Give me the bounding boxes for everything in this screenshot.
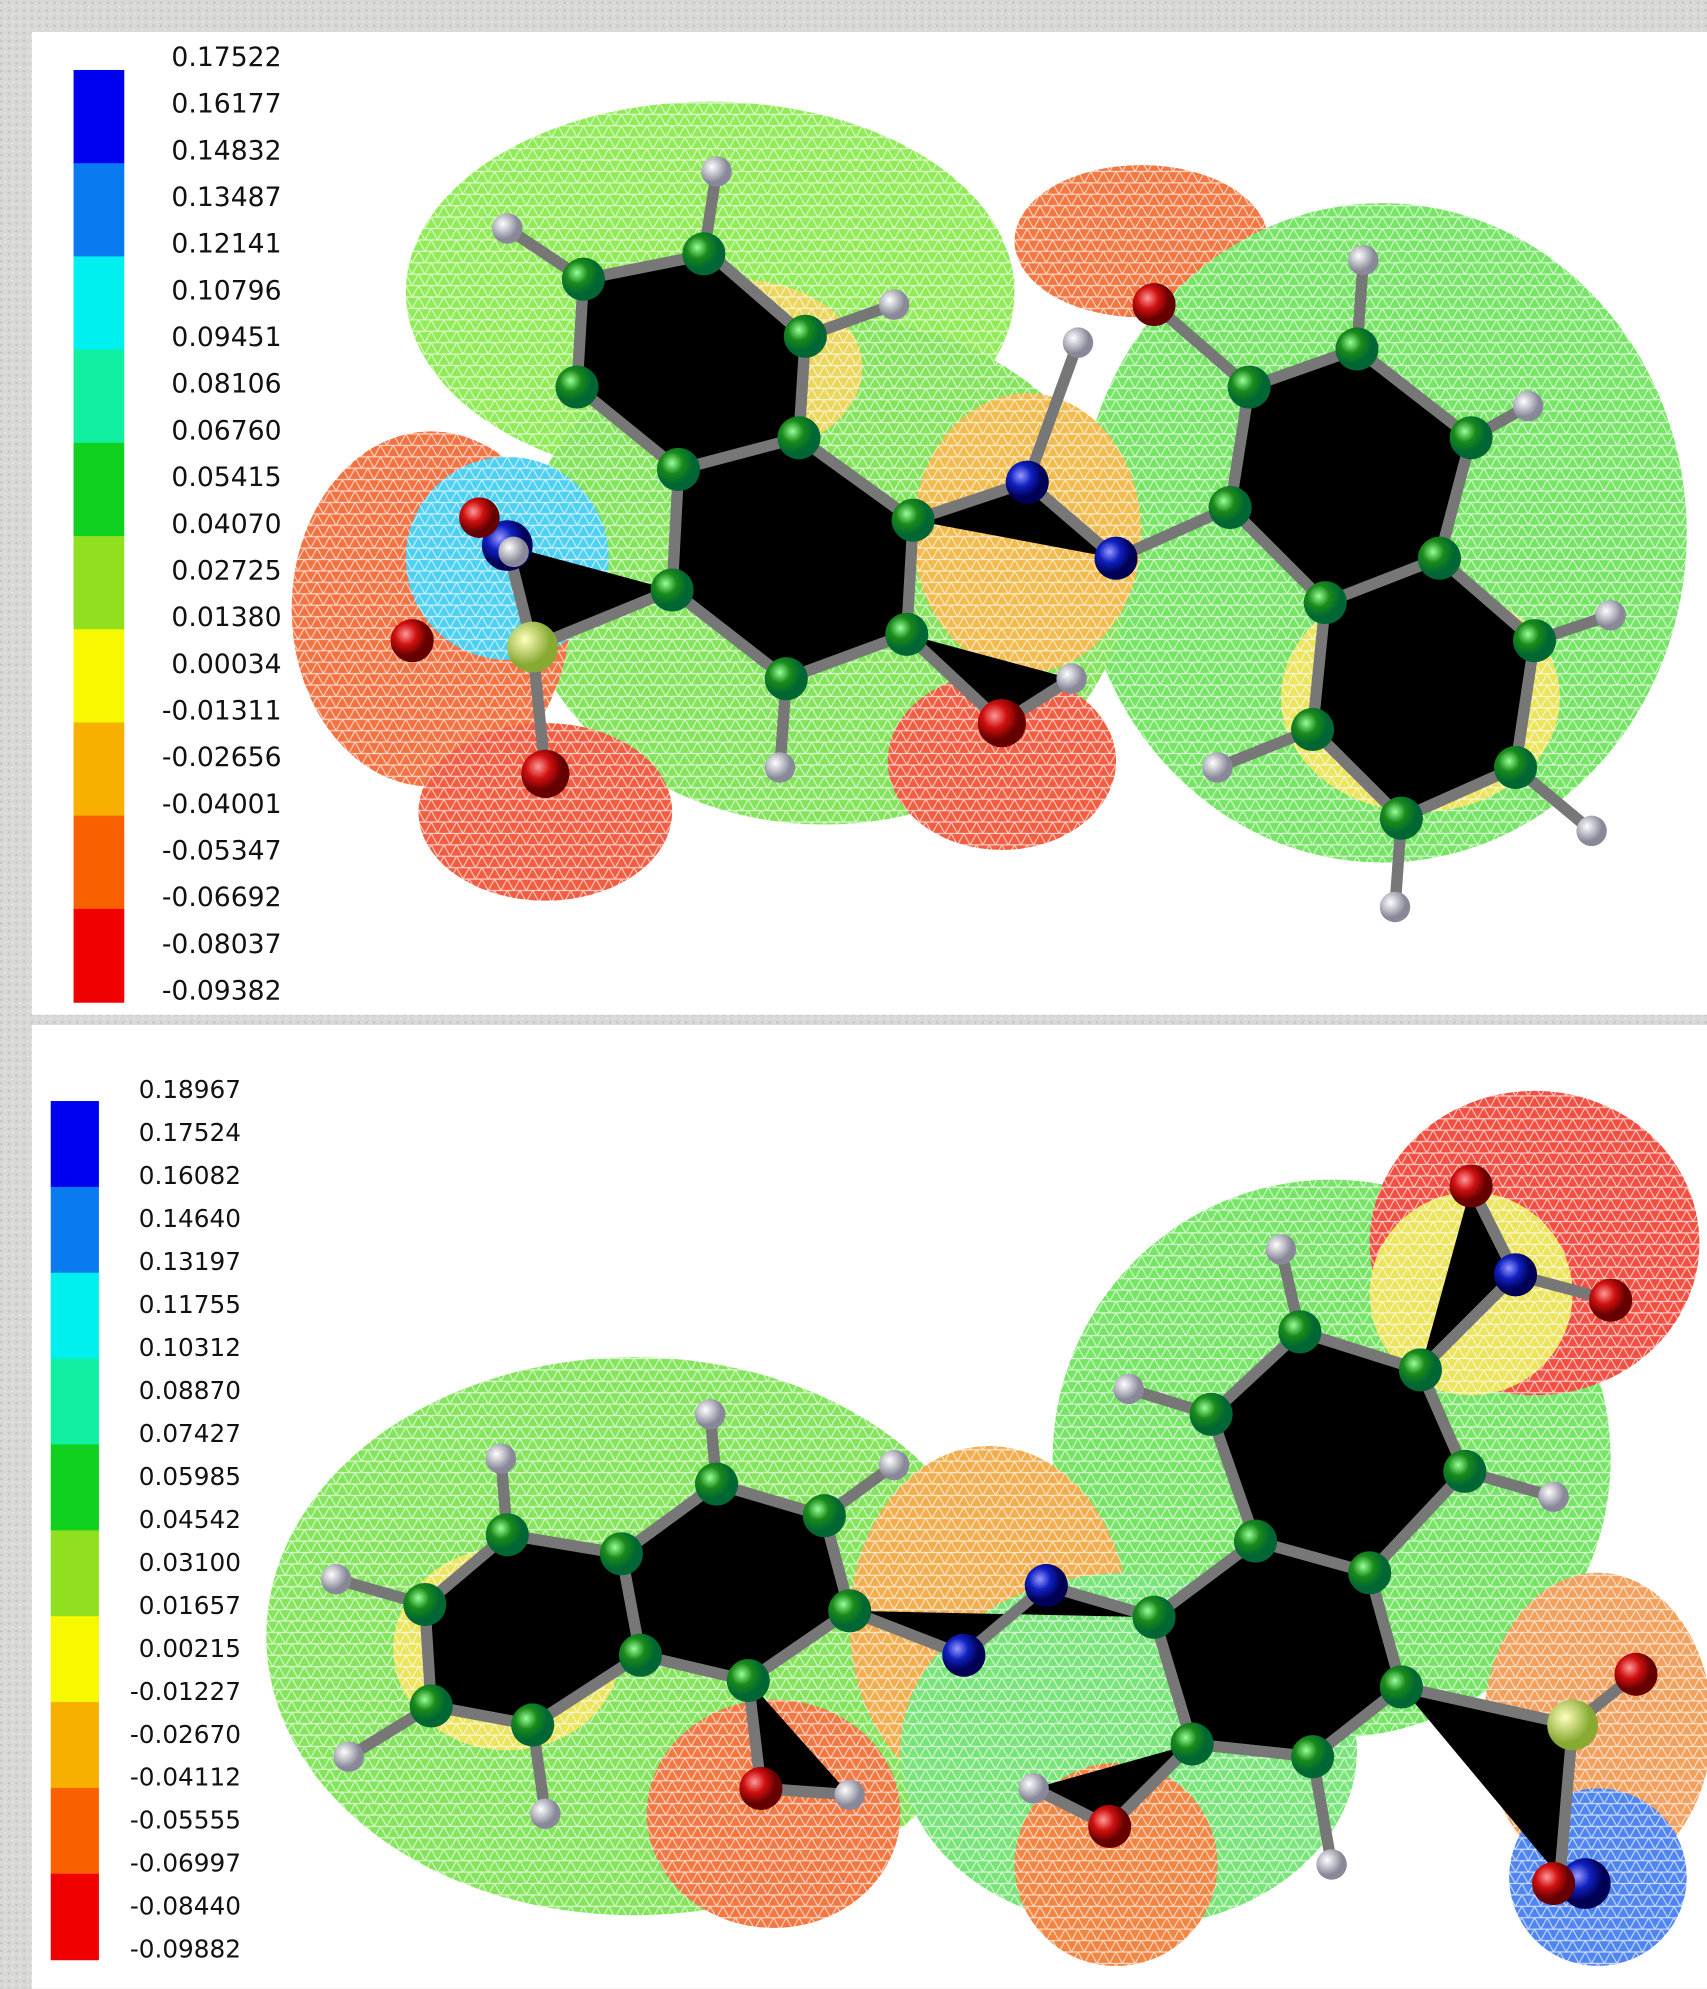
scale-label: 0.08870 (139, 1376, 241, 1405)
color-scale (51, 1101, 99, 1960)
scale-label: 0.12141 (171, 229, 281, 260)
scale-label: -0.04112 (130, 1763, 241, 1792)
color-band (51, 1530, 99, 1616)
scale-label: -0.08037 (162, 929, 282, 960)
color-band (74, 256, 125, 350)
figure: 0.17522 0.16177 0.14832 0.13487 0.12141 0.107… (0, 0, 1707, 1989)
color-band (51, 1273, 99, 1359)
scale-label: 0.04070 (171, 509, 281, 540)
color-band (51, 1702, 99, 1788)
color-band (74, 722, 125, 816)
scale-label: -0.01311 (162, 695, 282, 726)
scale-label: -0.06997 (130, 1849, 241, 1878)
panel-2: 0.18967 0.17524 0.16082 0.14640 0.13197 0.117… (32, 1025, 1707, 1989)
scale-label: 0.07427 (139, 1419, 241, 1448)
color-scale-labels: 0.17522 0.16177 0.14832 0.13487 0.12141 0.107… (162, 42, 282, 1006)
color-band (74, 163, 125, 257)
color-band (51, 1187, 99, 1273)
color-band (51, 1359, 99, 1445)
scale-label: -0.02670 (130, 1720, 241, 1749)
scale-label: -0.09882 (130, 1935, 241, 1964)
scale-label: 0.10312 (139, 1333, 241, 1362)
color-band (51, 1616, 99, 1702)
color-band (74, 816, 125, 910)
color-band (74, 536, 125, 630)
scale-label: 0.10796 (171, 275, 281, 306)
scale-label: 0.04542 (139, 1505, 241, 1534)
color-band (51, 1874, 99, 1960)
scale-label: -0.04001 (162, 789, 282, 820)
scale-label: 0.01380 (171, 602, 281, 633)
color-band (74, 629, 125, 723)
scale-label: 0.18967 (139, 1075, 241, 1104)
page: {"panels": [ {"scale_labels": ["0.17522"… (0, 0, 1707, 1989)
color-band (51, 1101, 99, 1187)
scale-label: -0.01227 (130, 1677, 241, 1706)
scale-label: 0.13197 (139, 1247, 241, 1276)
scale-label: 0.14832 (171, 135, 281, 166)
scale-label: -0.06692 (162, 882, 282, 913)
scale-label: 0.17522 (171, 42, 281, 73)
color-band (74, 70, 125, 164)
scale-label: 0.00215 (139, 1634, 241, 1663)
scale-label: 0.02725 (171, 555, 281, 586)
scale-label: 0.17524 (139, 1118, 241, 1147)
color-band (74, 350, 125, 444)
scale-label: 0.03100 (139, 1548, 241, 1577)
scale-label: 0.16082 (139, 1161, 241, 1190)
scale-label: -0.09382 (162, 975, 282, 1006)
color-band (74, 443, 125, 537)
scale-label: 0.16177 (171, 89, 281, 120)
scale-label: 0.14640 (139, 1204, 241, 1233)
scale-label: 0.00034 (171, 649, 281, 680)
scale-label: 0.09451 (171, 322, 281, 353)
color-band (51, 1788, 99, 1874)
color-scale-labels: 0.18967 0.17524 0.16082 0.14640 0.13197 0.117… (130, 1075, 241, 1964)
scale-label: -0.05347 (162, 835, 282, 866)
color-band (51, 1444, 99, 1530)
panel-1: 0.17522 0.16177 0.14832 0.13487 0.12141 0.107… (32, 32, 1707, 1015)
scale-label: 0.05415 (171, 462, 281, 493)
scale-label: -0.02656 (162, 742, 282, 773)
scale-label: 0.05985 (139, 1462, 241, 1491)
scale-label: 0.11755 (139, 1290, 241, 1319)
scale-label: 0.01657 (139, 1591, 241, 1620)
scale-label: 0.08106 (171, 369, 281, 400)
scale-label: 0.06760 (171, 415, 281, 446)
scale-label: 0.13487 (171, 182, 281, 213)
scale-label: -0.08440 (130, 1892, 241, 1921)
color-scale (74, 70, 125, 1003)
scale-label: -0.05555 (130, 1806, 241, 1835)
color-band (74, 909, 125, 1003)
mesh-overlay (260, 1072, 1707, 1985)
